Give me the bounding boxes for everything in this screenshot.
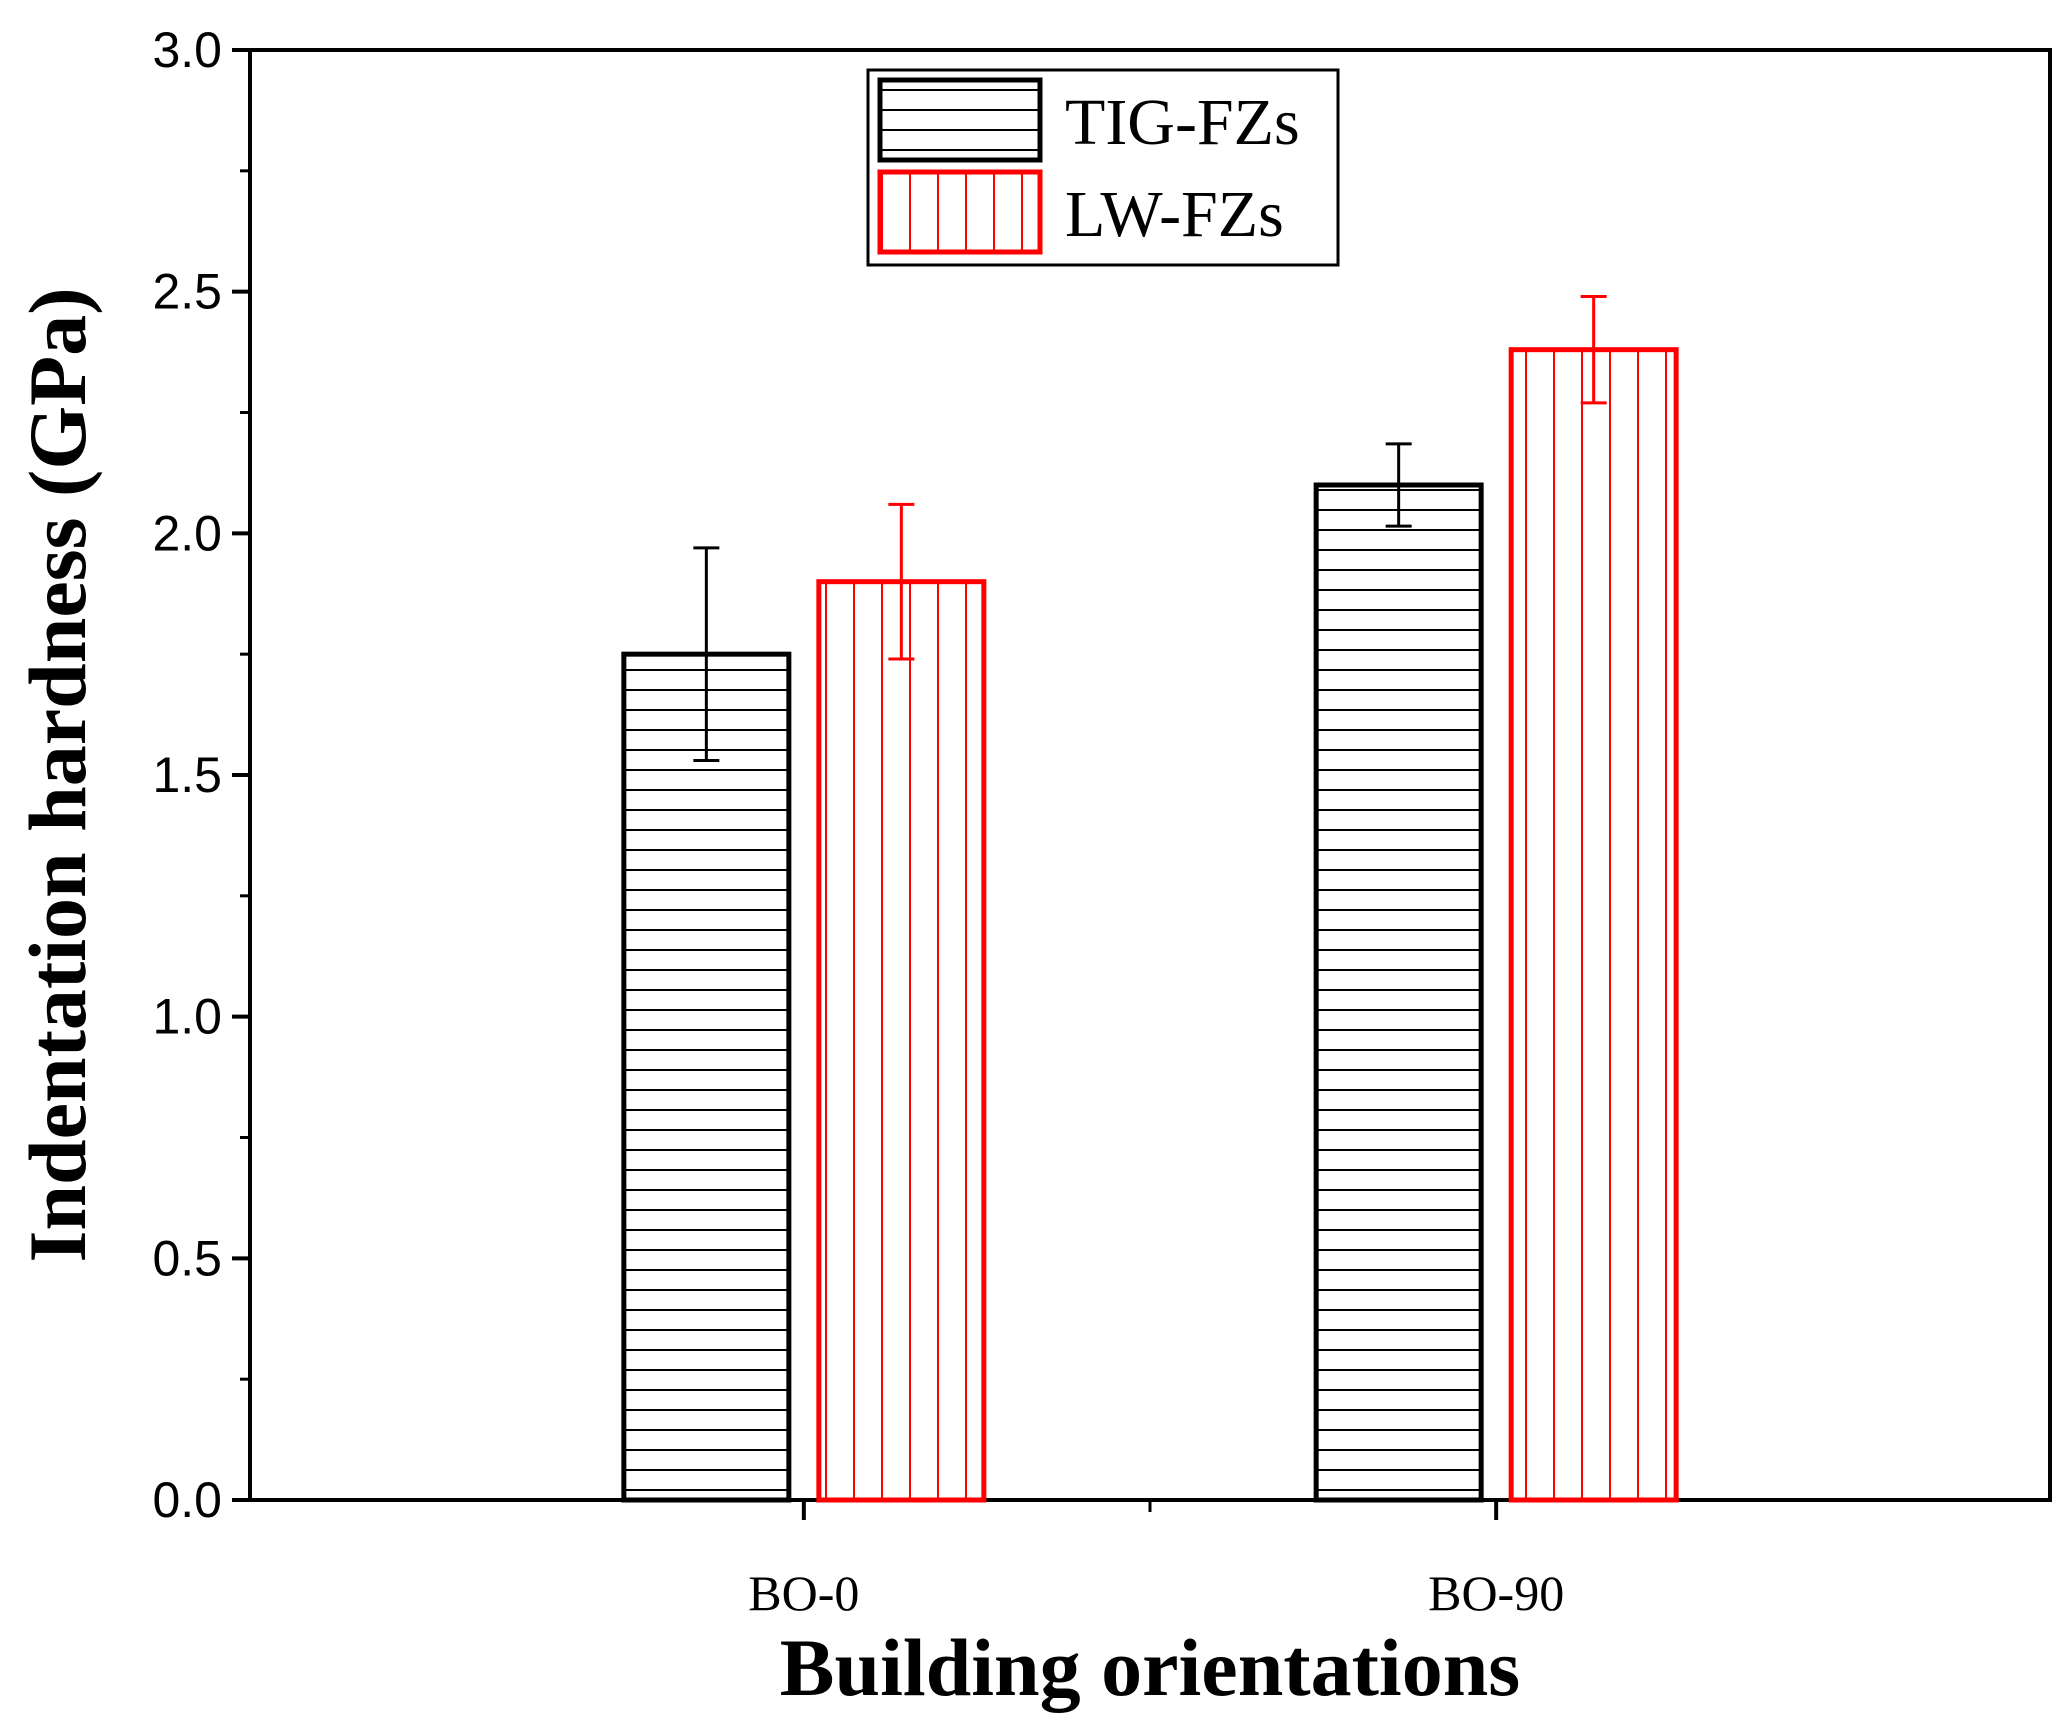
y-tick-label: 0.5	[152, 1230, 222, 1286]
legend: TIG-FZs LW-FZs	[866, 68, 1340, 267]
bar-lw-fzs-bo-90	[1508, 347, 1679, 1503]
x-axis-title: Building orientations	[780, 1622, 1520, 1713]
legend-swatch-tig-fzs	[877, 77, 1043, 163]
y-axis-title: Indentation hardness (GPa)	[12, 287, 103, 1262]
error-bars	[693, 295, 1607, 762]
bars	[621, 347, 1679, 1503]
y-tick-label: 3.0	[152, 22, 222, 78]
y-tick-label: 2.5	[152, 264, 222, 320]
y-tick-label: 0.0	[152, 1472, 222, 1528]
bar-lw-fzs-bo-0	[816, 579, 987, 1503]
y-tick-label: 2.0	[152, 505, 222, 561]
x-axis: BO-0 BO-90	[748, 1500, 1564, 1621]
legend-label-lw-fzs: LW-FZs	[1065, 178, 1284, 251]
bar-tig-fzs-bo-0	[621, 651, 792, 1503]
y-tick-label: 1.5	[152, 747, 222, 803]
x-category-label: BO-90	[1428, 1565, 1564, 1621]
legend-swatch-lw-fzs	[877, 169, 1043, 255]
legend-label-tig-fzs: TIG-FZs	[1065, 86, 1300, 159]
x-category-label: BO-0	[748, 1565, 859, 1621]
y-tick-label: 1.0	[152, 989, 222, 1045]
y-axis: 0.0 0.5 1.0 1.5 2.0 2.5 3.0	[152, 22, 250, 1528]
bar-tig-fzs-bo-90	[1313, 482, 1484, 1503]
plot-frame	[248, 48, 2052, 1502]
